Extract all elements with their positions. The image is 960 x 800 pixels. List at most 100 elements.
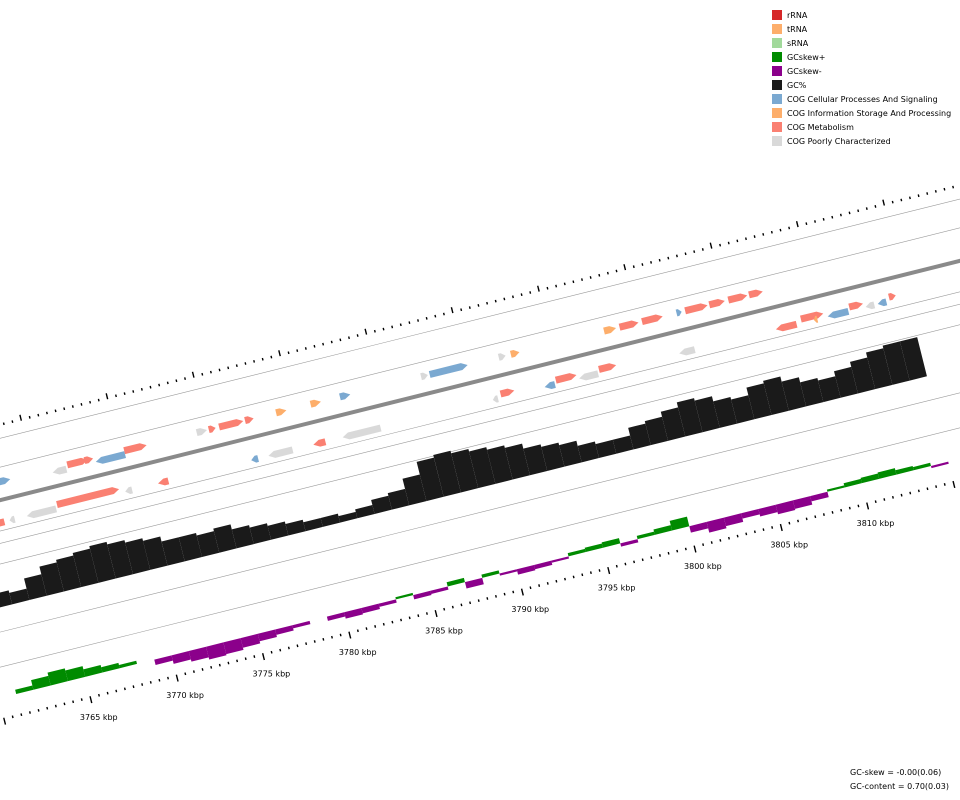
scale-tick bbox=[434, 610, 438, 618]
legend-swatch bbox=[772, 24, 782, 34]
gc-skew-bar bbox=[723, 513, 744, 527]
outer-tick bbox=[261, 357, 264, 361]
guide-line bbox=[0, 291, 960, 532]
guide-line bbox=[0, 227, 960, 468]
gc-skew-bar bbox=[15, 685, 34, 695]
gene-arrow bbox=[675, 309, 682, 317]
gc-skew-bar bbox=[118, 660, 138, 669]
scale-tick bbox=[779, 523, 783, 532]
gene-arrow bbox=[66, 457, 88, 469]
scale-tick bbox=[322, 637, 325, 641]
outer-tick bbox=[615, 269, 618, 273]
outer-tick bbox=[546, 286, 549, 290]
outer-tick bbox=[37, 413, 40, 417]
gene-arrow bbox=[275, 408, 287, 417]
scale-tick bbox=[356, 629, 359, 633]
scale-tick bbox=[365, 627, 368, 630]
gene-arrow bbox=[708, 299, 725, 309]
legend-label: COG Metabolism bbox=[787, 122, 854, 132]
scale-tick bbox=[158, 678, 161, 682]
legend-label: tRNA bbox=[787, 24, 808, 34]
gc-content-bar bbox=[660, 407, 686, 441]
outer-tick bbox=[520, 293, 523, 297]
scale-tick bbox=[564, 577, 566, 581]
scale-tick bbox=[115, 689, 118, 693]
gc-content-bar bbox=[628, 423, 651, 450]
scale-tick bbox=[624, 562, 627, 566]
gc-skew-bar bbox=[810, 491, 829, 502]
outer-tick bbox=[348, 336, 350, 340]
outer-tick bbox=[814, 220, 816, 223]
gene-arrow bbox=[309, 399, 321, 408]
scale-tick bbox=[192, 670, 195, 674]
scale-tick bbox=[952, 480, 956, 489]
scale-tick bbox=[348, 631, 352, 639]
gene-arrow bbox=[679, 346, 696, 356]
scale-tick bbox=[831, 511, 834, 514]
outer-tick bbox=[97, 398, 100, 402]
outer-tick bbox=[140, 387, 143, 391]
scale-tick bbox=[132, 685, 135, 689]
outer-tick bbox=[926, 192, 929, 195]
gene-arrow bbox=[428, 363, 468, 378]
outer-tick bbox=[356, 334, 359, 337]
scale-tick bbox=[917, 489, 920, 493]
scale-tick bbox=[693, 545, 697, 553]
scale-tick bbox=[72, 700, 75, 704]
gc-skew-bar bbox=[430, 586, 449, 594]
gc-content-bar bbox=[387, 488, 410, 510]
gc-content-bar bbox=[595, 439, 617, 459]
outer-tick bbox=[598, 273, 601, 277]
gc-skew-bar bbox=[0, 694, 17, 699]
scale-tick bbox=[848, 506, 851, 510]
gc-skew-bar bbox=[101, 662, 120, 673]
outer-tick bbox=[477, 304, 480, 307]
gc-content-bar bbox=[577, 441, 599, 463]
gc-skew-bar bbox=[877, 468, 897, 479]
guide-line bbox=[0, 303, 960, 544]
outer-tick bbox=[235, 364, 238, 368]
outer-tick bbox=[191, 371, 195, 378]
outer-tick bbox=[606, 271, 609, 275]
outer-tick bbox=[278, 350, 281, 357]
outer-tick bbox=[900, 198, 903, 202]
gene-arrow bbox=[848, 301, 863, 311]
gc-content-bar bbox=[850, 357, 876, 394]
gene-arrow bbox=[195, 428, 208, 437]
outer-tick bbox=[788, 226, 791, 230]
gc-skew-bar bbox=[223, 638, 244, 655]
scale-tick bbox=[943, 483, 946, 486]
gene-arrow bbox=[598, 363, 617, 373]
legend-label: rRNA bbox=[787, 10, 808, 20]
gc-skew-bar bbox=[860, 473, 880, 484]
scale-tick bbox=[814, 515, 817, 519]
outer-tick bbox=[563, 282, 566, 286]
outer-tick bbox=[244, 362, 247, 365]
scale-tick bbox=[469, 601, 472, 605]
outer-tick bbox=[468, 306, 471, 309]
gc-skew-bar bbox=[395, 592, 414, 600]
gene-arrow bbox=[727, 293, 748, 304]
gc-content-bar bbox=[882, 341, 910, 385]
gene-arrow bbox=[83, 456, 94, 464]
scale-tick bbox=[874, 500, 877, 504]
gc-skew-track bbox=[0, 461, 949, 699]
gc-content-bar bbox=[320, 513, 341, 527]
gene-arrow bbox=[492, 395, 499, 403]
gc-skew-bar bbox=[669, 516, 690, 531]
tick-label: 3810 kbp bbox=[857, 519, 895, 528]
outer-tick bbox=[753, 235, 756, 238]
outer-tick bbox=[709, 242, 713, 249]
outer-tick bbox=[943, 187, 946, 191]
scale-tick bbox=[710, 541, 713, 544]
outer-tick bbox=[882, 199, 886, 206]
gc-skew-bar bbox=[47, 668, 68, 686]
genome-backbone bbox=[0, 258, 960, 503]
tick-label: 3800 kbp bbox=[684, 562, 722, 571]
gc-content-bar bbox=[56, 555, 82, 592]
scale-tick bbox=[451, 605, 454, 609]
outer-tick bbox=[632, 265, 635, 269]
gc-content-bar bbox=[338, 511, 358, 523]
guide-line bbox=[0, 427, 960, 668]
gene-arrow bbox=[207, 425, 216, 434]
